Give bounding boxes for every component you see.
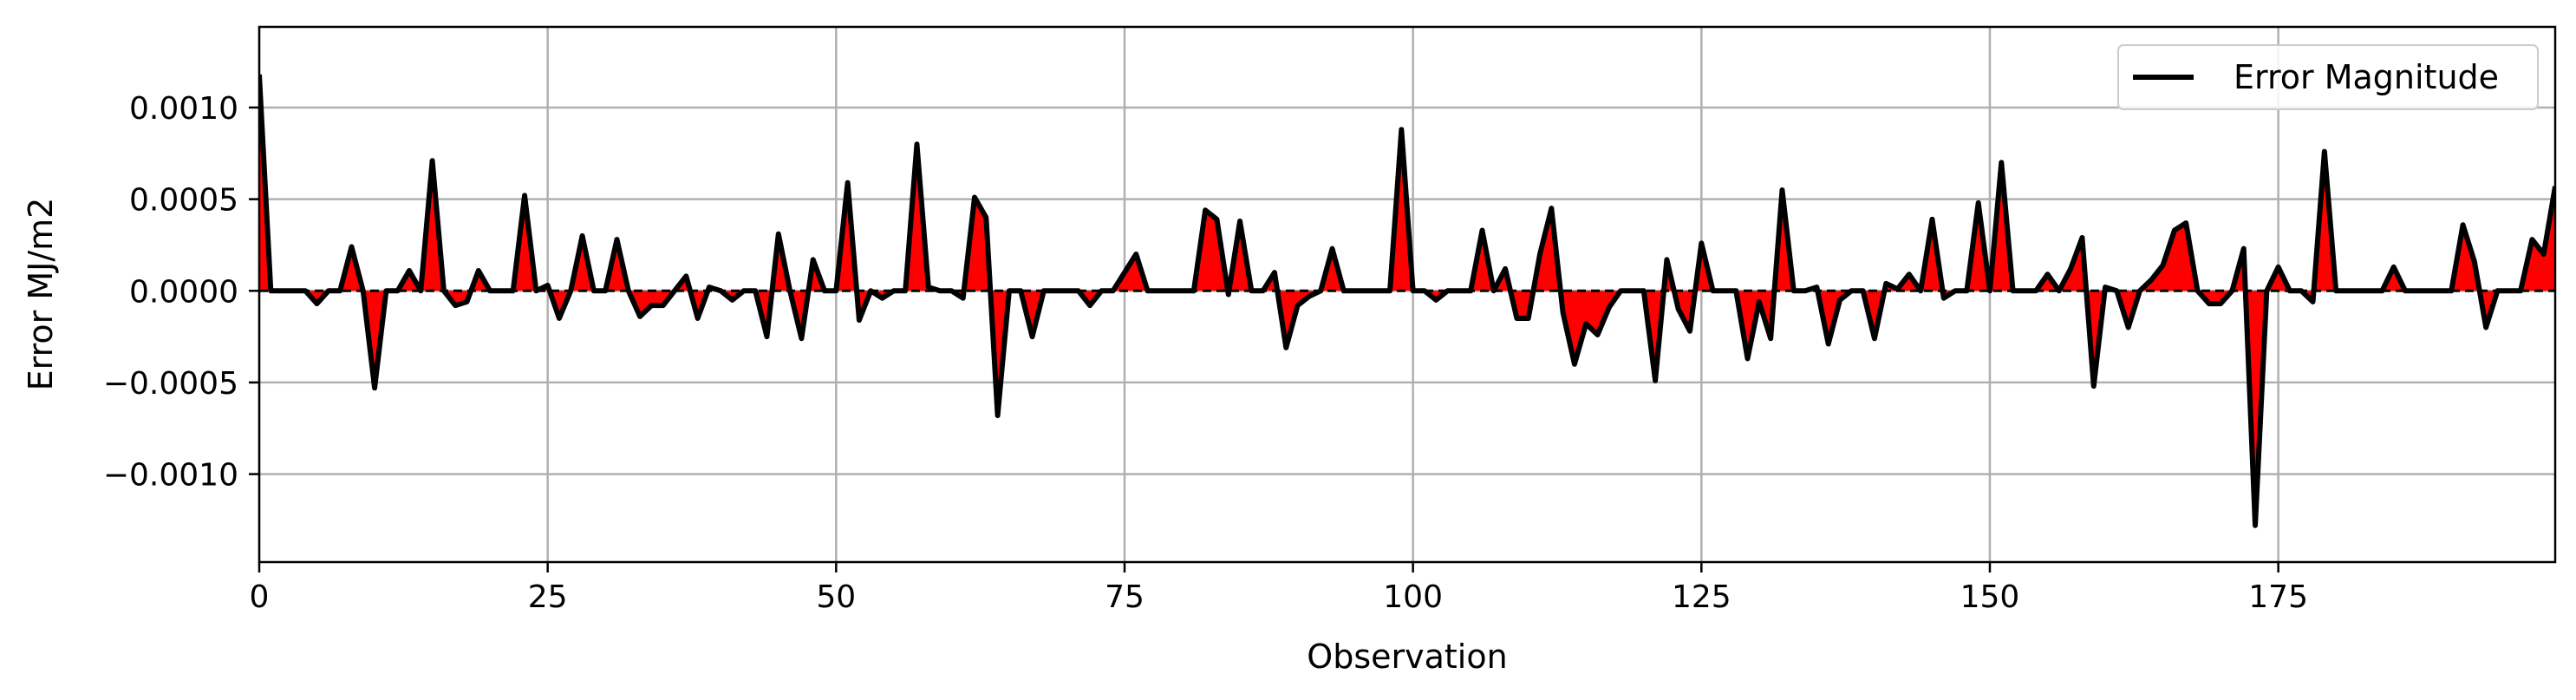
x-tick-label: 25 <box>528 579 568 615</box>
x-axis-ticks: 0 25 50 75 100 125 150 175 <box>250 562 2308 615</box>
y-axis-ticks: 0.0010 0.0005 0.0000 −0.0005 −0.0010 <box>103 91 259 494</box>
x-tick-label: 75 <box>1105 579 1145 615</box>
y-axis-label: Error MJ/m2 <box>22 198 60 391</box>
plot-frame <box>258 25 2557 564</box>
x-tick-label: 175 <box>2248 579 2308 615</box>
x-axis-label: Observation <box>1307 638 1507 676</box>
x-tick-label: 150 <box>1960 579 2020 615</box>
y-tick-label: 0.0010 <box>129 91 238 127</box>
legend-label-error-magnitude: Error Magnitude <box>2234 58 2499 96</box>
y-tick-label: −0.0010 <box>103 458 238 494</box>
y-tick-label: 0.0000 <box>129 274 238 310</box>
y-tick-label: −0.0005 <box>103 366 238 402</box>
legend: Error Magnitude <box>2117 44 2539 110</box>
x-tick-label: 100 <box>1383 579 1443 615</box>
error-fill-path <box>259 74 2555 526</box>
x-tick-label: 50 <box>816 579 856 615</box>
error-fill-area <box>259 74 2555 526</box>
x-tick-label: 0 <box>250 579 270 615</box>
legend-box <box>2117 44 2539 110</box>
x-tick-label: 125 <box>1672 579 1731 615</box>
y-tick-label: 0.0005 <box>129 183 238 219</box>
series-line-error-magnitude <box>259 74 2555 528</box>
